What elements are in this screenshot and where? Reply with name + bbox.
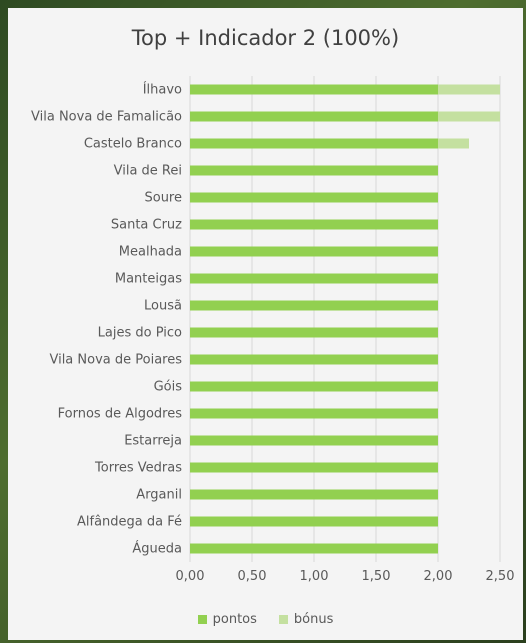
x-tick-label: 1,00: [300, 569, 329, 584]
pontos-bar: [190, 84, 438, 95]
x-tick-label: 2,00: [424, 569, 453, 584]
bar-chart: Ílhavo Vila Nova de Famalicão Castelo Bran…: [31, 76, 515, 584]
pontos-bar: [190, 408, 438, 419]
chart-title: Top + Indicador 2 (100%): [131, 26, 400, 50]
pontos-bar: [190, 354, 438, 365]
x-tick-label: 1,50: [362, 569, 391, 584]
legend-swatch: [197, 615, 207, 624]
legend-label: pontos: [212, 612, 257, 627]
pontos-bar: [190, 111, 438, 122]
pontos-bar: [190, 165, 438, 176]
category-label: Vila de Rei: [114, 164, 182, 179]
category-label: Ílhavo: [143, 82, 182, 98]
pontos-bar: [190, 192, 438, 203]
category-label: Castelo Branco: [84, 137, 182, 152]
x-tick-label: 0,50: [238, 569, 267, 584]
pontos-bar: [190, 273, 438, 284]
legend-label: bónus: [293, 612, 334, 627]
chart-legend: pontos bónus: [8, 612, 523, 627]
pontos-bar: [190, 462, 438, 473]
pontos-bar: [190, 300, 438, 311]
category-label: Soure: [144, 191, 182, 206]
category-label: Góis: [154, 380, 183, 395]
pontos-bar: [190, 138, 438, 149]
x-tick-label: 2,50: [486, 569, 515, 584]
legend-item: bónus: [278, 612, 334, 627]
legend-swatch: [278, 615, 288, 624]
pontos-bar: [190, 543, 438, 554]
category-label: Estarreja: [124, 434, 182, 449]
chart-card: Top + Indicador 2 (100%) Ílhavo Vila Nova…: [8, 8, 523, 640]
pontos-bar: [190, 246, 438, 257]
pontos-bar: [190, 381, 438, 392]
bonus-bar: [438, 138, 469, 149]
category-label: Lousã: [144, 299, 182, 314]
pontos-bar: [190, 516, 438, 527]
category-label: Vila Nova de Poiares: [49, 353, 182, 368]
pontos-bar: [190, 435, 438, 446]
category-label: Mealhada: [119, 245, 182, 260]
pontos-bar: [190, 489, 438, 500]
category-label: Alfândega da Fé: [77, 515, 182, 530]
x-tick-label: 0,00: [176, 569, 205, 584]
bonus-bar: [438, 84, 500, 95]
category-label: Santa Cruz: [111, 218, 182, 233]
category-label: Vila Nova de Famalicão: [31, 110, 182, 125]
pontos-bar: [190, 219, 438, 230]
category-label: Lajes do Pico: [98, 326, 182, 341]
category-label: Torres Vedras: [94, 461, 182, 476]
category-label: Manteigas: [115, 272, 182, 287]
category-label: Águeda: [132, 541, 182, 557]
legend-item: pontos: [197, 612, 257, 627]
category-label: Fornos de Algodres: [58, 407, 183, 422]
category-label: Arganil: [136, 488, 182, 503]
bonus-bar: [438, 111, 500, 122]
pontos-bar: [190, 327, 438, 338]
